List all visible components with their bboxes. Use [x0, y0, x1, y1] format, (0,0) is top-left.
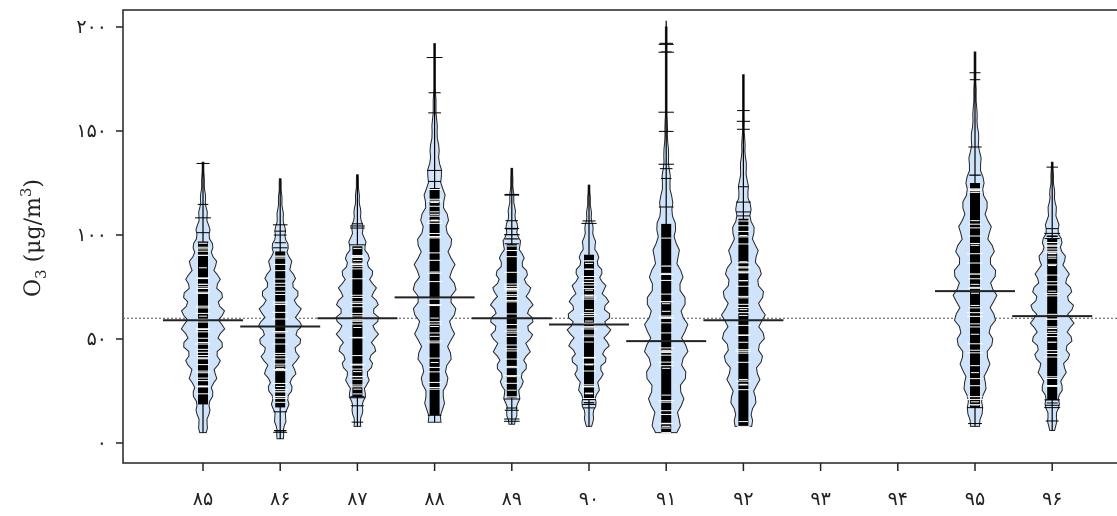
bean-core — [738, 218, 749, 427]
bean — [626, 20, 707, 434]
x-tick-label: ۹۵ — [965, 488, 985, 510]
x-tick-label: ۹۰ — [579, 488, 599, 510]
bean-core — [661, 223, 672, 433]
y-axis-label-unit-close: ) — [21, 179, 46, 188]
y-axis-label-unit-sup: 3 — [17, 188, 35, 198]
y-axis-label: O3 (μg/m3) — [17, 179, 50, 297]
bean — [163, 161, 243, 434]
x-tick-label: ۸۷ — [347, 488, 367, 510]
bean — [935, 51, 1015, 427]
y-axis-label-subscript: 3 — [32, 269, 50, 279]
bean-core — [970, 183, 980, 408]
x-tick-label: ۸۹ — [502, 488, 522, 510]
bean — [1012, 161, 1093, 431]
plot-area: ۰ ۵۰ ۱۰۰ ۱۵۰ ۲۰۰ ۸۵ ۸۶ ۸۷ ۸۸ ۸۹ ۹۰ ۹۱ ۹۲ ۹۳ ۹۴ ۹۵ ۹۶ — [76, 9, 1117, 510]
y-tick-label: ۱۵۰ — [76, 120, 107, 142]
x-tick-label: ۸۸ — [424, 488, 444, 510]
plot-frame — [122, 9, 1117, 464]
x-tick-label: ۹۶ — [1042, 488, 1062, 510]
bean-core — [429, 188, 440, 416]
x-tick-label: ۹۲ — [733, 488, 753, 510]
x-tick-label: ۸۶ — [270, 488, 290, 510]
x-tick-label: ۹۳ — [810, 488, 830, 510]
bean — [471, 167, 552, 425]
y-tick-label: ۲۰۰ — [76, 16, 107, 38]
bean — [549, 184, 629, 427]
bean-core — [198, 242, 208, 405]
bean — [317, 174, 398, 427]
bean — [240, 178, 321, 440]
y-tick-label: ۱۰۰ — [76, 224, 107, 246]
x-tick-label: ۹۴ — [888, 488, 908, 510]
x-tick-label: ۹۱ — [656, 488, 676, 510]
bean — [394, 43, 475, 423]
y-axis-label-unit-open: (μg/m — [21, 197, 46, 269]
bean — [703, 74, 784, 427]
x-tick-label: ۸۵ — [193, 488, 213, 510]
y-axis-label-prefix: O — [21, 279, 46, 297]
y-tick-label: ۵۰ — [87, 328, 107, 350]
y-tick-label: ۰ — [97, 432, 107, 454]
bean-core — [506, 244, 517, 398]
bean-core — [275, 251, 286, 408]
